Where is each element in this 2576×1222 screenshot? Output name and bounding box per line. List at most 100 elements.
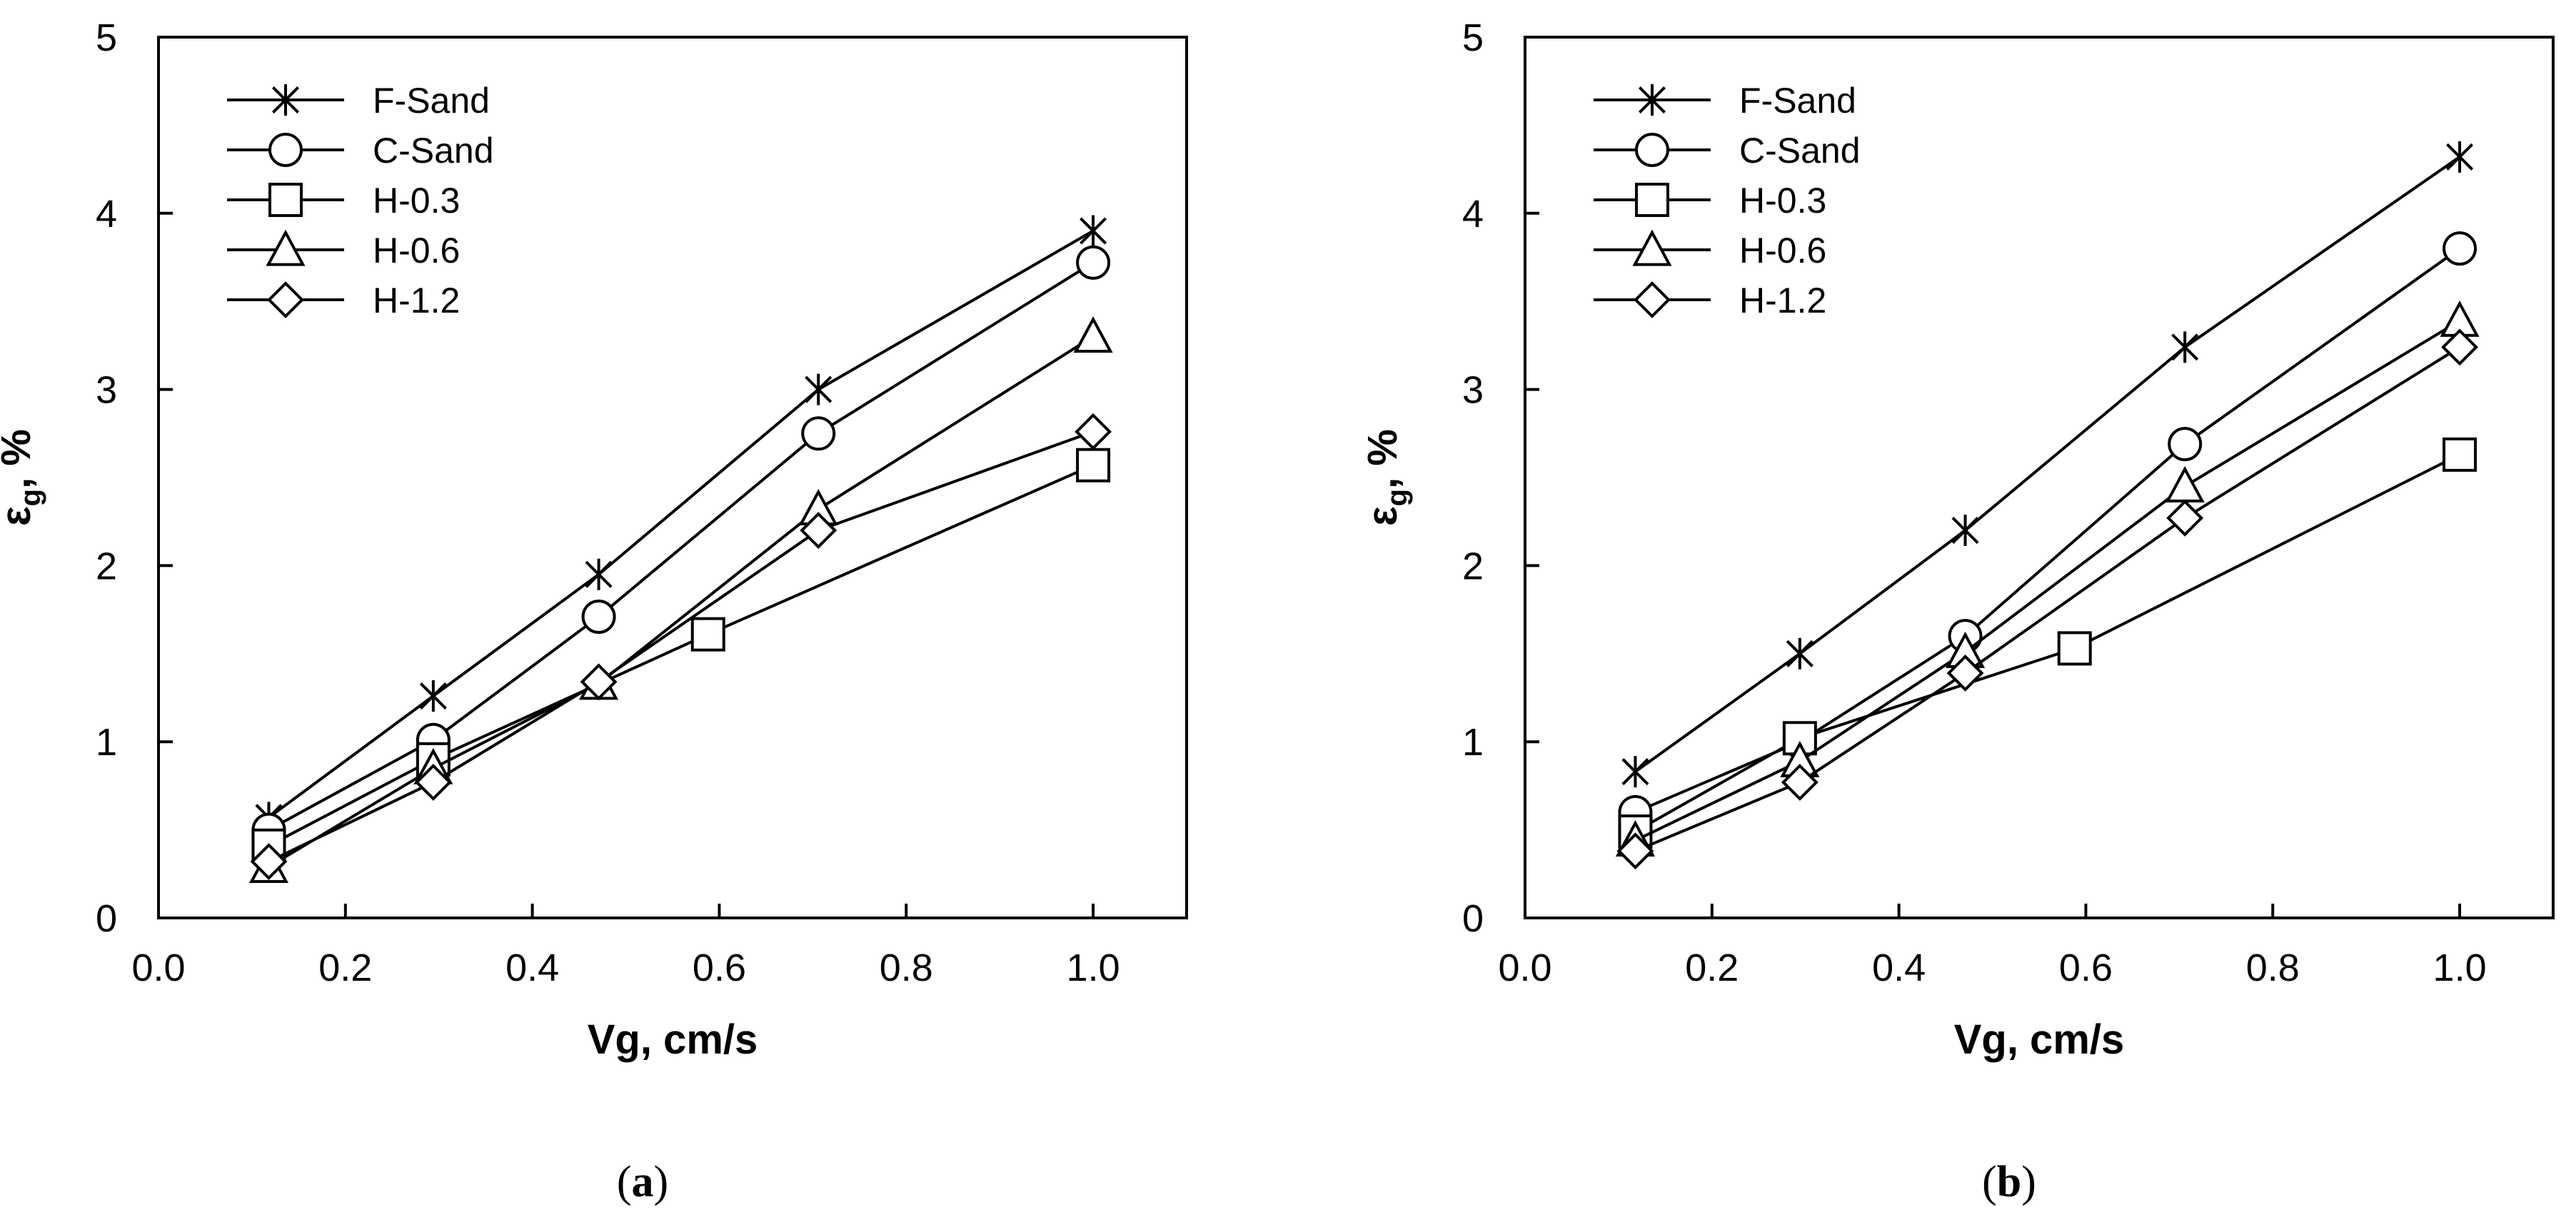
- series-line: [1634, 345, 2461, 853]
- series-line: [1634, 453, 2460, 833]
- data-point: [2442, 231, 2477, 266]
- series-H-1.2: [250, 413, 1112, 880]
- data-point: [585, 558, 613, 590]
- y-tick-label: 1: [96, 721, 117, 764]
- panel-caption: (b): [1982, 1158, 2036, 1206]
- series-H-1.2: [1616, 328, 2479, 870]
- data-point: [2057, 631, 2092, 666]
- data-point: [2441, 328, 2479, 366]
- y-tick-label: 0: [96, 897, 117, 940]
- legend-label: H-0.3: [373, 181, 460, 221]
- x-tick-label: 0.4: [505, 946, 559, 989]
- legend-entry: F-Sand: [1594, 81, 1856, 121]
- y-tick-label: 2: [1462, 545, 1484, 587]
- data-point: [2446, 141, 2474, 173]
- data-point: [1075, 413, 1112, 450]
- caption-letter: a: [632, 1158, 654, 1206]
- x-axis-label: Vg, cm/s: [588, 1016, 758, 1063]
- x-axis-label: Vg, cm/s: [1954, 1016, 2125, 1063]
- y-tick-label: 3: [96, 369, 117, 412]
- data-point: [2171, 331, 2199, 363]
- chart-panel-a: 0.0 0.2 0.4 0.6 0.8 1.0 0 1 2 3 4 5 Vg, cm/s εg, % F-S…: [0, 16, 1188, 1063]
- y-tick-label: 4: [1462, 193, 1484, 236]
- data-point: [800, 512, 837, 549]
- x-tick-label: 0.4: [1872, 946, 1926, 989]
- data-point: [801, 416, 836, 451]
- series-H-0.6: [248, 316, 1113, 883]
- caption-close: ): [2021, 1158, 2036, 1206]
- legend: F-Sand C-Sand H-0.3 H-0.6 H-1.2: [1594, 81, 1861, 320]
- panel-caption: (a): [617, 1158, 668, 1206]
- series-line: [268, 463, 1094, 847]
- x-tick-label: 0.8: [2246, 946, 2300, 989]
- caption-open: (: [617, 1158, 632, 1206]
- data-point: [2165, 465, 2205, 503]
- legend-entry: H-1.2: [227, 281, 460, 320]
- legend-marker: [1632, 229, 1672, 266]
- legend-label: H-1.2: [1739, 281, 1826, 320]
- legend-marker: [268, 133, 303, 167]
- caption-letter: b: [1997, 1158, 2021, 1206]
- legend-label: C-Sand: [373, 131, 494, 171]
- legend-entry: F-Sand: [227, 81, 490, 121]
- y-axis-label: εg, %: [1359, 429, 1413, 526]
- data-point: [1621, 756, 1649, 788]
- data-point: [1076, 448, 1111, 483]
- legend-entry: C-Sand: [1594, 131, 1861, 171]
- series-F-Sand: [1621, 141, 2474, 788]
- legend-marker: [266, 229, 306, 266]
- data-point: [419, 680, 447, 712]
- legend-marker: [267, 281, 304, 318]
- x-tick-label: 0.8: [880, 946, 933, 989]
- y-axis-label-subscript: g: [15, 489, 46, 506]
- x-tick-label: 1.0: [1067, 946, 1120, 989]
- data-point: [580, 663, 618, 701]
- data-point: [2442, 437, 2477, 472]
- legend-label: F-Sand: [1739, 81, 1856, 121]
- legend-marker: [268, 183, 303, 217]
- x-tick-label: 0.2: [1685, 946, 1739, 989]
- data-point: [1073, 316, 1113, 353]
- y-axis-label-subscript: g: [1382, 489, 1413, 506]
- legend-marker: [1634, 281, 1671, 318]
- series-C-Sand: [251, 245, 1111, 847]
- y-tick-label: 3: [1462, 369, 1484, 412]
- x-tick-label: 0.0: [1498, 946, 1551, 989]
- legend-entry: H-0.3: [227, 181, 460, 221]
- data-point: [1076, 245, 1111, 280]
- y-tick-label: 2: [96, 545, 117, 587]
- y-axis-label: εg, %: [0, 429, 46, 526]
- data-point: [1080, 215, 1107, 247]
- legend-marker: [1635, 183, 1669, 217]
- legend-label: C-Sand: [1739, 131, 1861, 171]
- y-tick-label: 1: [1462, 721, 1484, 764]
- legend-entry: H-0.6: [1594, 229, 1826, 271]
- legend-label: H-0.6: [373, 231, 460, 271]
- series-line: [268, 261, 1095, 832]
- y-tick-label: 5: [96, 16, 117, 59]
- y-axis-label-unit: , %: [0, 429, 39, 489]
- legend-label: H-0.6: [1739, 231, 1826, 271]
- legend-label: H-1.2: [373, 281, 460, 320]
- legend-marker: [1635, 133, 1669, 167]
- series-line: [1634, 247, 2461, 814]
- plot-frame: [1524, 36, 2555, 919]
- data-point: [1616, 832, 1654, 870]
- data-point: [581, 599, 616, 634]
- caption-close: ): [654, 1158, 669, 1206]
- data-point: [690, 617, 725, 652]
- legend-entry: H-0.3: [1594, 181, 1826, 221]
- data-point: [414, 764, 452, 801]
- data-point: [805, 373, 832, 405]
- x-tick-label: 1.0: [2433, 946, 2487, 989]
- legend-label: F-Sand: [373, 81, 490, 121]
- x-tick-label: 0.2: [318, 946, 372, 989]
- legend-entry: H-0.6: [227, 229, 460, 271]
- legend: F-Sand C-Sand H-0.3 H-0.6 H-1.2: [227, 81, 494, 320]
- plot-frame: [157, 36, 1188, 919]
- y-tick-label: 5: [1462, 16, 1484, 59]
- series-H-0.6: [1615, 300, 2480, 857]
- data-point: [1781, 764, 1818, 801]
- x-tick-label: 0.6: [693, 946, 746, 989]
